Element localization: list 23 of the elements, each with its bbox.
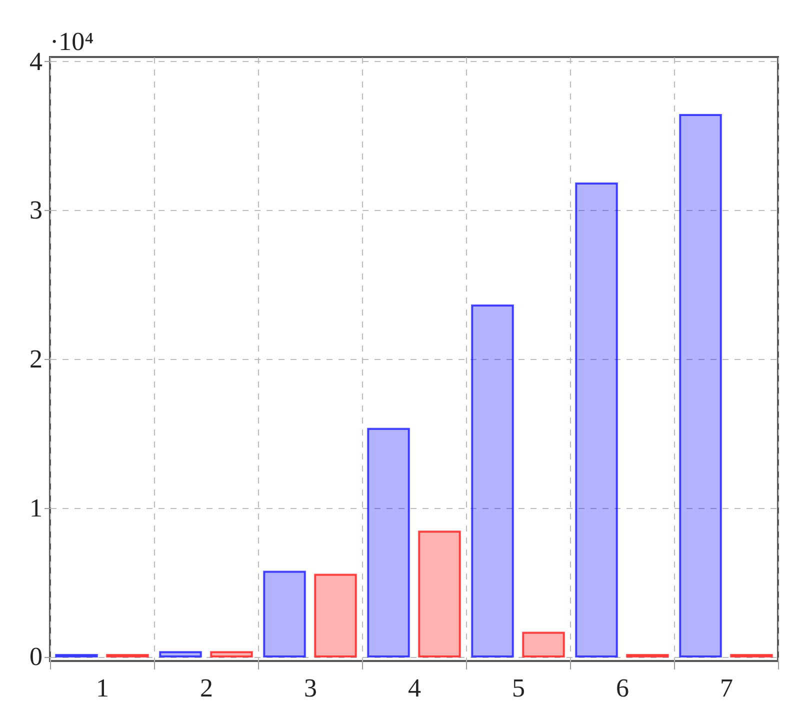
x-tick-label: 2: [200, 674, 213, 702]
bar: [522, 632, 565, 658]
x-tick-label: 7: [720, 674, 733, 702]
y-tick-label: 4: [30, 46, 42, 76]
text: ·10⁴: [50, 27, 94, 56]
y-tick-label: 0: [30, 642, 42, 672]
bar: [159, 651, 202, 658]
bar: [314, 574, 357, 658]
bar: [679, 114, 722, 658]
y-tick-label: 3: [30, 196, 42, 225]
bar: [418, 530, 461, 658]
bar: [367, 428, 410, 658]
x-tick-label: 5: [512, 674, 525, 702]
x-tick-label: 1: [96, 674, 109, 702]
x-tick-label: 3: [304, 674, 317, 702]
bar: [263, 570, 306, 658]
bar: [471, 304, 514, 658]
x-tick-label: 4: [408, 674, 421, 702]
bar: [575, 182, 618, 658]
y-tick-label: 2: [30, 344, 42, 374]
y-tick-label: 1: [30, 493, 42, 522]
bar: [210, 651, 253, 658]
x-tick-label: 6: [616, 674, 629, 702]
